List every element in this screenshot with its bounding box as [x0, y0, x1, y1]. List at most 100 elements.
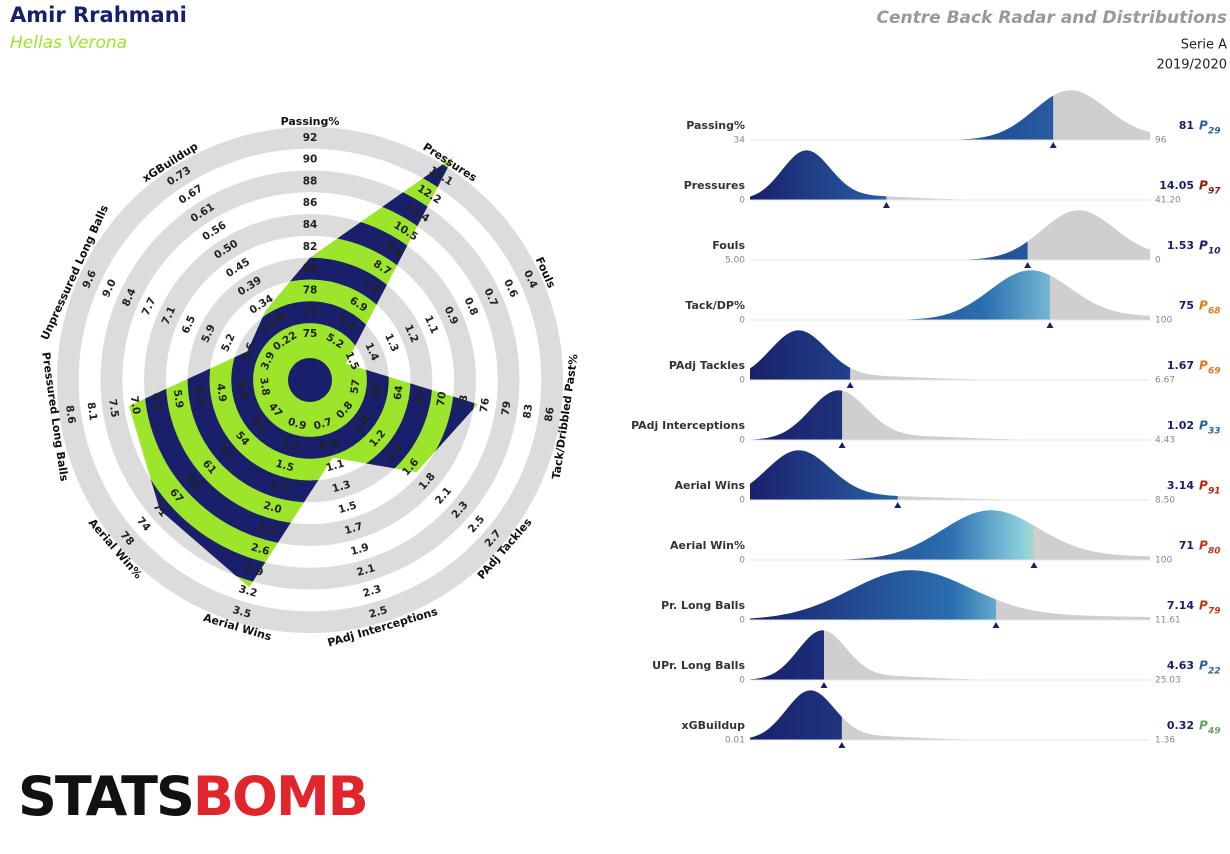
radar-tick-label: 90 — [303, 154, 318, 166]
radar-tick-label: 79 — [500, 400, 514, 416]
radar-tick-label: 67 — [413, 388, 427, 404]
dist-max: 0 — [1155, 256, 1161, 266]
radar-tick-label: 64 — [392, 385, 406, 401]
radar-tick-label: 1.2 — [280, 437, 301, 454]
radar-tick-label: 84 — [303, 219, 318, 231]
dist-min: 0 — [739, 676, 745, 686]
dist-curve — [750, 690, 842, 740]
dist-curve-rest — [841, 716, 1150, 740]
radar-tick-label: 2.3 — [256, 520, 277, 537]
radar-tick-label: 1.1 — [325, 458, 346, 475]
team-name: Hellas Verona — [10, 33, 127, 53]
radar-tick-label: 86 — [303, 197, 318, 209]
dist-curve — [750, 150, 887, 200]
radar-tick-label: 77 — [303, 306, 318, 318]
radar-tick-label: 5.4 — [192, 386, 207, 406]
player-name: Amir Rrahmani — [10, 3, 187, 27]
dist-label: Aerial Win% — [670, 539, 745, 552]
radar-tick-label: 2.1 — [433, 485, 454, 507]
radar-tick-label: 70 — [435, 391, 449, 407]
dist-value: 75 — [1179, 299, 1194, 312]
dist-marker — [838, 442, 846, 448]
dist-value: 0.32 — [1167, 719, 1194, 732]
radar-tick-label: 2.6 — [250, 541, 271, 558]
dist-curve-rest — [850, 367, 1150, 380]
dist-min: 0 — [739, 376, 745, 386]
percentile-prefix: P — [1199, 299, 1208, 313]
dist-min: 0 — [739, 556, 745, 566]
radar-tick-label: 8.1 — [85, 401, 100, 421]
dist-curve-rest — [1034, 525, 1150, 560]
radar-tick-label: 9.0 — [100, 277, 119, 299]
radar-tick-label: 60 — [370, 382, 384, 398]
radar-tick-label: 1.7 — [268, 479, 289, 496]
dist-label: Passing% — [686, 119, 745, 132]
radar-tick-label: 0.8 — [461, 296, 480, 318]
radar-ring — [100, 170, 520, 590]
radar-tick-label: 1.7 — [343, 520, 364, 537]
chart-title: Centre Back Radar and Distributions — [877, 8, 1227, 28]
radar-tick-label: 74 — [134, 515, 153, 534]
radar-tick-label: 2.0 — [262, 499, 283, 516]
radar-tick-label: 2.9 — [243, 562, 264, 579]
logo: STATSBOMB — [18, 765, 367, 828]
dist-label: Pr. Long Balls — [661, 599, 745, 612]
percentile-prefix: P — [1199, 419, 1208, 433]
dist-label: Fouls — [712, 239, 745, 252]
radar-tick-label: 3.2 — [237, 583, 258, 600]
percentile-prefix: P — [1199, 359, 1208, 373]
radar-tick-label: 1.5 — [274, 458, 295, 475]
dist-max: 100 — [1155, 316, 1172, 326]
radar-tick-label: 2.5 — [466, 513, 487, 535]
radar-tick-label: 76 — [478, 397, 492, 413]
dist-label: xGBuildup — [682, 719, 746, 732]
dist-label: Aerial Wins — [675, 479, 746, 492]
dist-min: 0 — [739, 496, 745, 506]
dist-curve-rest — [1050, 275, 1150, 320]
radar-tick-label: 0.9 — [286, 416, 307, 433]
radar-tick-label: 78 — [303, 284, 318, 296]
percentile-prefix: P — [1199, 599, 1208, 613]
percentile-prefix: P — [1199, 239, 1208, 253]
dist-max: 41.20 — [1155, 196, 1181, 206]
dist-max: 1.36 — [1155, 736, 1175, 746]
dist-curve-rest — [1053, 90, 1150, 140]
radar-tick-label: 2.3 — [361, 583, 382, 600]
radar-tick-label: 92 — [303, 132, 318, 144]
dist-curve-rest — [897, 495, 1150, 500]
percentile-prefix: P — [1199, 719, 1208, 733]
dist-value: 1.53 — [1167, 239, 1194, 252]
percentile-value: 79 — [1208, 607, 1221, 617]
radar-tick-label: 4.3 — [236, 380, 251, 400]
radar-tick-label: 57 — [349, 378, 363, 394]
dist-curve-rest — [995, 599, 1150, 620]
radar-tick-label: 73 — [456, 394, 470, 410]
radar-tick-label: 86 — [543, 406, 557, 422]
radar-tick-label: 3.5 — [231, 604, 252, 621]
radar-tick-label: 75 — [303, 328, 318, 340]
dist-value: 7.14 — [1167, 599, 1194, 612]
dist-min: 34 — [734, 136, 746, 146]
radar-tick-label: 83 — [521, 403, 535, 419]
dist-value: 4.63 — [1167, 659, 1194, 672]
percentile-value: 29 — [1208, 127, 1221, 137]
dist-curve — [750, 390, 843, 440]
radar-tick-label: 5.2 — [219, 332, 238, 354]
radar-tick-label: 7.5 — [106, 398, 121, 418]
dist-value: 3.14 — [1167, 479, 1194, 492]
percentile-value: 22 — [1208, 667, 1221, 677]
radar-tick-label: 5.9 — [171, 389, 186, 409]
percentile-prefix: P — [1199, 179, 1208, 193]
percentile-prefix: P — [1199, 119, 1208, 133]
dist-label: UPr. Long Balls — [652, 659, 745, 672]
dist-curve-rest — [1027, 210, 1150, 260]
dist-curve — [750, 450, 898, 500]
dist-marker — [1049, 142, 1057, 148]
dist-min: 0.01 — [725, 736, 745, 746]
dist-marker — [1030, 562, 1038, 568]
dist-max: 4.43 — [1155, 436, 1175, 446]
dist-curve — [750, 270, 1050, 320]
radar-tick-label: 1.1 — [422, 314, 441, 336]
dist-marker — [992, 622, 1000, 628]
